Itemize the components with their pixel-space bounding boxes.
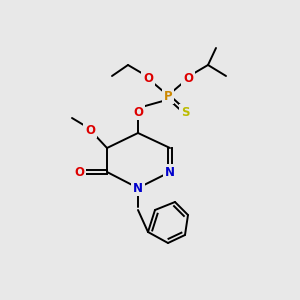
Text: N: N bbox=[165, 166, 175, 178]
Text: O: O bbox=[74, 166, 84, 178]
Text: N: N bbox=[133, 182, 143, 194]
Text: O: O bbox=[143, 71, 153, 85]
Text: O: O bbox=[85, 124, 95, 136]
Text: O: O bbox=[183, 71, 193, 85]
Text: S: S bbox=[181, 106, 189, 118]
Text: O: O bbox=[133, 106, 143, 118]
Text: P: P bbox=[164, 89, 172, 103]
